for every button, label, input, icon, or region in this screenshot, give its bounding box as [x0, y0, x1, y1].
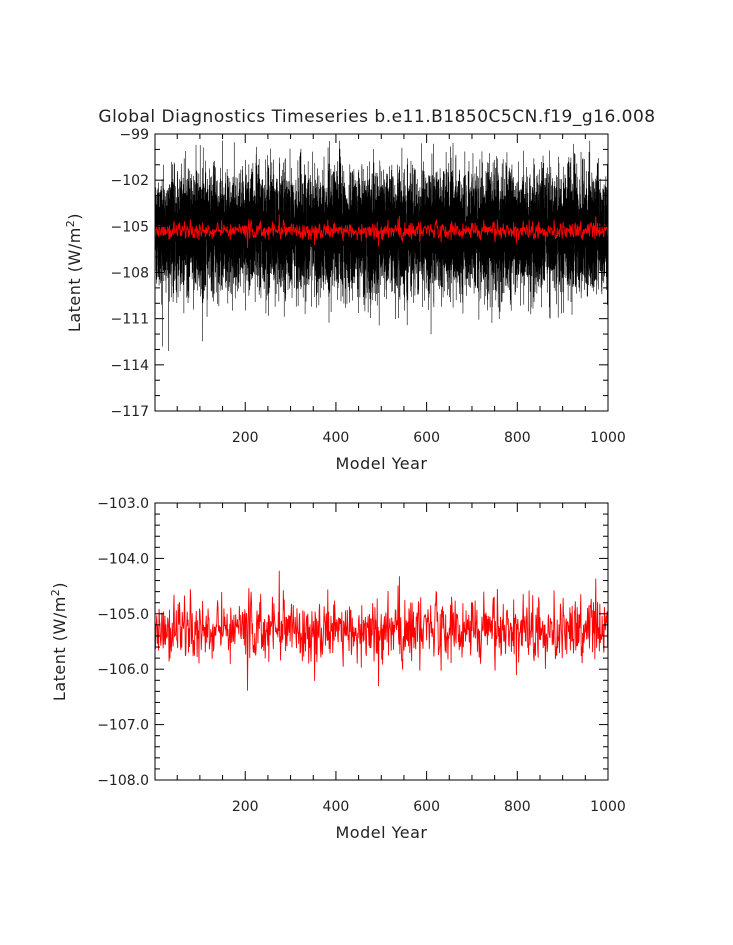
top-y-label-sup: 2: [64, 220, 77, 228]
bottom-tick-labels: 200 400 600 800 1000 −108.0 −107.0 −106.0 −105.0…: [97, 496, 626, 815]
bottom-x-tick-label: 200: [232, 799, 259, 815]
top-y-tick-label: −111: [111, 312, 149, 328]
bottom-panel: 200 400 600 800 1000 −108.0 −107.0 −106.0 −105.0…: [49, 496, 626, 842]
top-x-axis-label: Model Year: [336, 454, 428, 473]
top-y-label-end: ): [65, 213, 84, 220]
top-series: [154, 140, 609, 351]
top-y-tick-label: −99: [119, 127, 149, 143]
top-series-line-annual-mean: [154, 214, 609, 248]
top-ticks: [155, 133, 609, 412]
top-x-tick-label: 1000: [590, 430, 626, 446]
top-y-axis-label: Latent (W/m2): [64, 213, 84, 332]
top-y-tick-label: −114: [111, 358, 150, 374]
bottom-y-label-main: Latent (W/m: [50, 596, 69, 701]
top-x-tick-label: 800: [504, 430, 531, 446]
top-panel: 200 400 600 800 1000 −117 −114 −111 −108 −105 −102…: [64, 127, 626, 473]
top-y-tick-label: −117: [111, 404, 149, 420]
bottom-series-line-annual-mean: [154, 570, 609, 691]
bottom-x-tick-label: 600: [413, 799, 440, 815]
bottom-y-label-sup: 2: [49, 589, 62, 597]
bottom-ticks: [155, 502, 609, 781]
bottom-y-tick-label: −103.0: [97, 496, 149, 512]
bottom-y-tick-label: −108.0: [97, 773, 149, 789]
bottom-y-axis-label: Latent (W/m2): [49, 582, 69, 701]
bottom-series: [154, 570, 609, 691]
bottom-y-label-end: ): [50, 582, 69, 589]
bottom-x-tick-label: 400: [323, 799, 350, 815]
top-series-line-monthly: [154, 140, 609, 351]
bottom-x-tick-label: 1000: [590, 799, 626, 815]
top-y-tick-label: −105: [111, 219, 149, 235]
top-x-tick-label: 200: [232, 430, 259, 446]
chart-title: Global Diagnostics Timeseries b.e11.B185…: [98, 107, 655, 127]
top-y-label-main: Latent (W/m: [65, 227, 84, 332]
top-tick-labels: 200 400 600 800 1000 −117 −114 −111 −108 −105 −102…: [111, 127, 626, 446]
bottom-y-tick-label: −107.0: [97, 718, 149, 734]
bottom-x-tick-label: 800: [504, 799, 531, 815]
bottom-y-tick-label: −104.0: [97, 551, 149, 567]
top-y-tick-label: −108: [111, 266, 149, 282]
bottom-y-tick-label: −106.0: [97, 662, 149, 678]
bottom-y-tick-label: −105.0: [97, 607, 149, 623]
top-y-tick-label: −102: [111, 173, 149, 189]
bottom-x-axis-label: Model Year: [336, 823, 428, 842]
top-x-tick-label: 600: [413, 430, 440, 446]
top-x-tick-label: 400: [323, 430, 350, 446]
